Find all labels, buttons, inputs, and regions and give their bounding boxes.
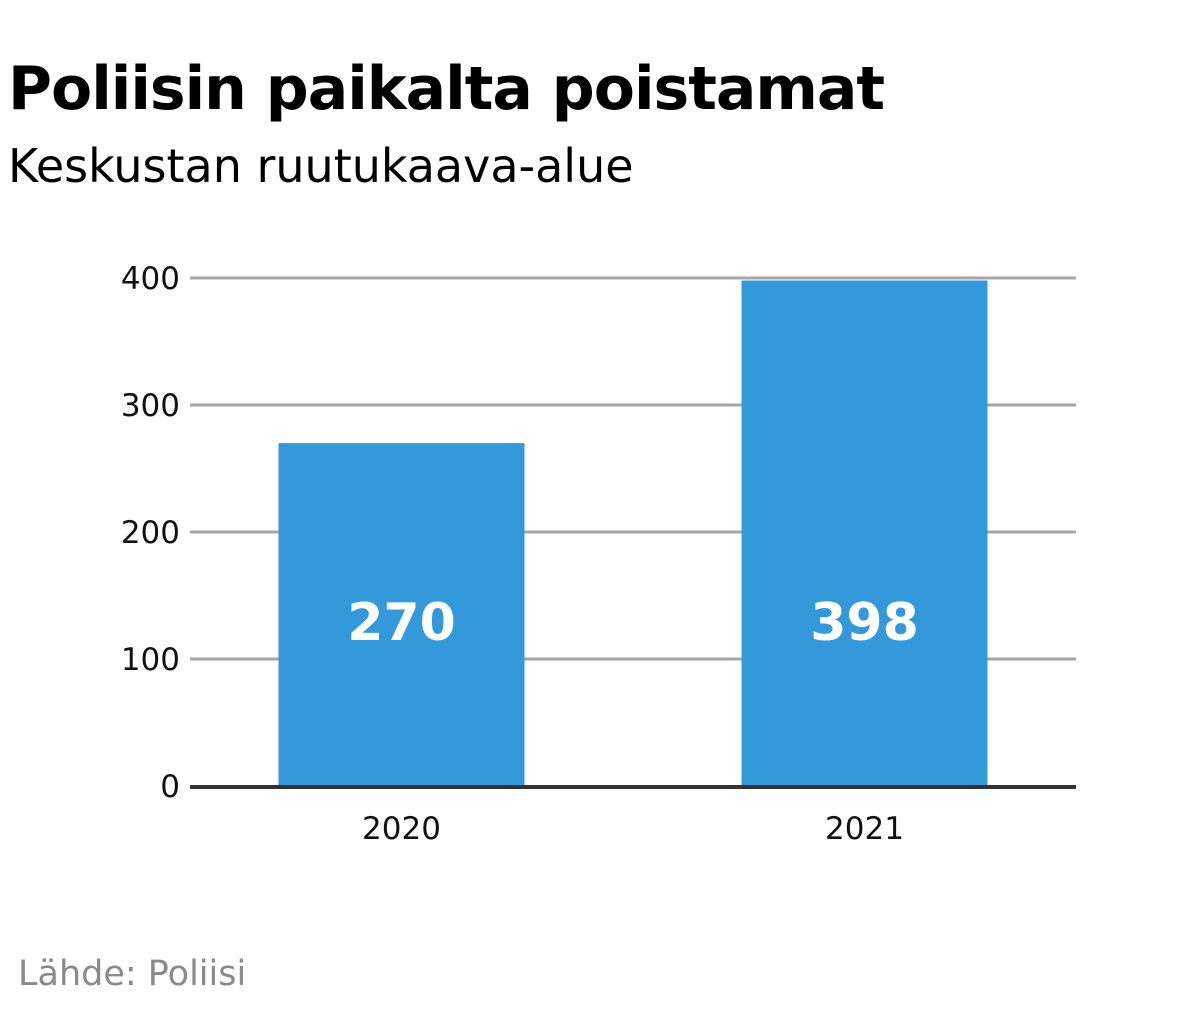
bar-value-label-2020: 270: [347, 593, 456, 653]
y-tick-label-0: 0: [160, 769, 180, 805]
y-tick-label-100: 100: [121, 642, 180, 678]
source-note: Lähde: Poliisi: [18, 954, 247, 994]
y-tick-label-300: 300: [121, 388, 180, 424]
bar-2020: [278, 443, 525, 786]
x-tick-label-2020: 2020: [362, 811, 441, 847]
y-tick-label-200: 200: [121, 515, 180, 551]
y-tick-label-400: 400: [121, 261, 180, 297]
chart-title: Poliisin paikalta poistamat: [8, 54, 885, 124]
x-tick-label-2021: 2021: [825, 811, 904, 847]
bar-value-label-2021: 398: [810, 593, 919, 653]
bar-2021: [741, 280, 988, 786]
chart-subtitle: Keskustan ruutukaava-alue: [8, 139, 634, 193]
